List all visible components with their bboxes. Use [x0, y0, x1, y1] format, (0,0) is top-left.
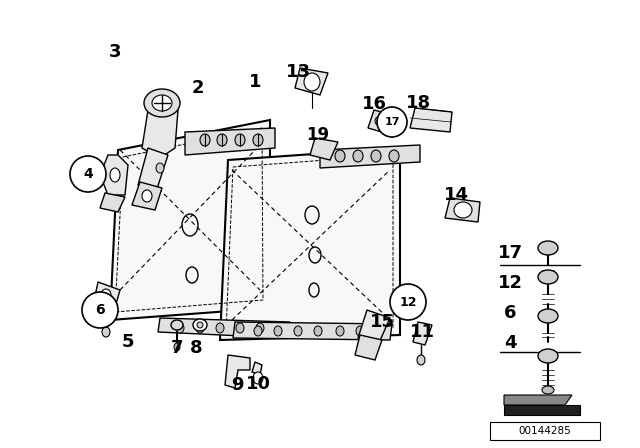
Text: 9: 9	[231, 376, 243, 394]
Bar	[490, 422, 600, 440]
Text: 16: 16	[362, 95, 387, 113]
Ellipse shape	[144, 89, 180, 117]
Ellipse shape	[542, 386, 554, 394]
Polygon shape	[185, 128, 275, 155]
Text: 14: 14	[444, 186, 468, 204]
Ellipse shape	[256, 323, 264, 333]
Text: 8: 8	[189, 339, 202, 357]
Polygon shape	[355, 335, 382, 360]
Polygon shape	[100, 155, 128, 195]
Text: 15: 15	[369, 313, 394, 331]
Polygon shape	[142, 110, 178, 158]
Polygon shape	[445, 198, 480, 222]
Ellipse shape	[235, 134, 245, 146]
Ellipse shape	[174, 343, 180, 351]
Ellipse shape	[304, 73, 320, 91]
Ellipse shape	[454, 202, 472, 218]
Polygon shape	[310, 138, 338, 160]
Ellipse shape	[104, 303, 112, 313]
Text: 18: 18	[405, 94, 431, 112]
Ellipse shape	[353, 150, 363, 162]
Ellipse shape	[335, 150, 345, 162]
Ellipse shape	[389, 150, 399, 162]
Ellipse shape	[102, 327, 110, 337]
Ellipse shape	[538, 270, 558, 284]
Polygon shape	[504, 395, 572, 405]
Polygon shape	[295, 68, 328, 95]
Ellipse shape	[253, 134, 263, 146]
Text: 6: 6	[95, 303, 105, 317]
Polygon shape	[138, 148, 168, 195]
Polygon shape	[110, 120, 270, 320]
Polygon shape	[320, 145, 420, 168]
Ellipse shape	[253, 372, 263, 384]
Polygon shape	[413, 322, 432, 345]
Ellipse shape	[314, 326, 322, 336]
Text: 4: 4	[504, 334, 516, 352]
Text: 3: 3	[109, 43, 121, 61]
Polygon shape	[233, 322, 392, 340]
Text: 00144285: 00144285	[518, 426, 572, 436]
Ellipse shape	[197, 322, 203, 328]
Text: 17: 17	[384, 117, 400, 127]
Polygon shape	[225, 355, 250, 388]
Polygon shape	[410, 108, 452, 132]
Polygon shape	[92, 282, 120, 318]
Circle shape	[82, 292, 118, 328]
Ellipse shape	[294, 326, 302, 336]
Polygon shape	[158, 318, 290, 338]
Ellipse shape	[176, 323, 184, 333]
Polygon shape	[358, 310, 390, 345]
Polygon shape	[220, 148, 400, 340]
Ellipse shape	[538, 349, 558, 363]
Ellipse shape	[216, 323, 224, 333]
Ellipse shape	[156, 163, 164, 173]
Text: 1: 1	[249, 73, 261, 91]
Ellipse shape	[110, 168, 120, 182]
Circle shape	[377, 107, 407, 137]
Text: 2: 2	[192, 79, 204, 97]
Ellipse shape	[336, 326, 344, 336]
Ellipse shape	[417, 355, 425, 365]
Ellipse shape	[171, 320, 183, 330]
Ellipse shape	[101, 289, 111, 301]
Ellipse shape	[538, 309, 558, 323]
Ellipse shape	[254, 326, 262, 336]
Ellipse shape	[387, 117, 393, 125]
Text: 6: 6	[504, 304, 516, 322]
Text: 11: 11	[410, 323, 435, 341]
Text: 10: 10	[246, 375, 271, 393]
Text: 7: 7	[171, 339, 183, 357]
Ellipse shape	[356, 326, 364, 336]
Ellipse shape	[200, 134, 210, 146]
Text: 4: 4	[83, 167, 93, 181]
Text: 17: 17	[497, 244, 522, 262]
Text: 5: 5	[122, 333, 134, 351]
Ellipse shape	[371, 150, 381, 162]
Ellipse shape	[381, 117, 387, 125]
Circle shape	[70, 156, 106, 192]
Text: 19: 19	[307, 126, 330, 144]
Ellipse shape	[193, 319, 207, 331]
Ellipse shape	[538, 241, 558, 255]
Polygon shape	[368, 110, 400, 135]
Polygon shape	[100, 193, 125, 212]
Ellipse shape	[196, 323, 204, 333]
Text: 13: 13	[285, 63, 310, 81]
Polygon shape	[132, 182, 162, 210]
Ellipse shape	[217, 134, 227, 146]
Ellipse shape	[236, 323, 244, 333]
Ellipse shape	[152, 95, 172, 111]
Polygon shape	[504, 405, 580, 415]
Ellipse shape	[375, 117, 381, 125]
Text: 12: 12	[497, 274, 522, 292]
Ellipse shape	[142, 190, 152, 202]
Ellipse shape	[274, 326, 282, 336]
Polygon shape	[252, 362, 262, 375]
Circle shape	[390, 284, 426, 320]
Text: 12: 12	[399, 296, 417, 309]
